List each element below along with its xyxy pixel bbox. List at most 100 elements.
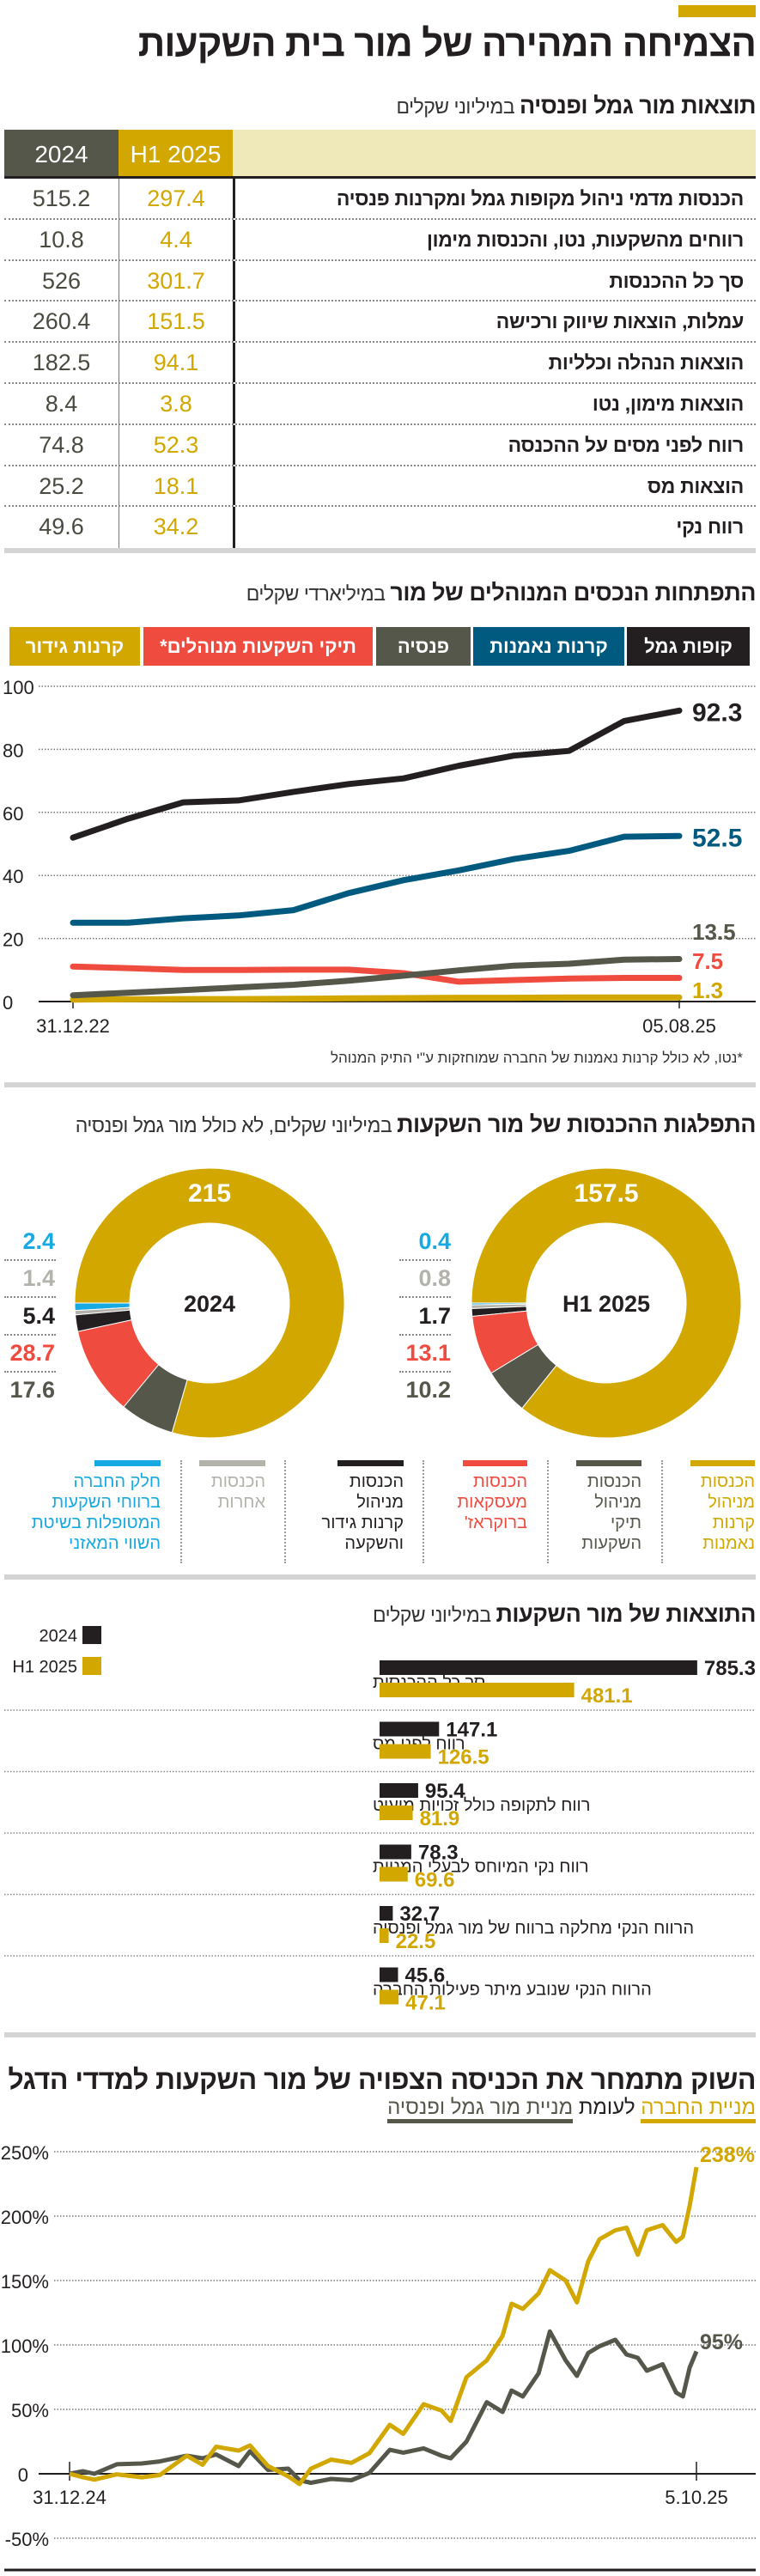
legend-item-5: קרנות גידור	[9, 627, 140, 666]
income-title-text: התפלגות ההכנסות של מור השקעות	[397, 1111, 756, 1137]
table-row: סך כל ההכנסות 301.7 526	[4, 260, 756, 302]
legend-divider	[661, 1460, 663, 1563]
stock-subtitle: מניית החברה לעומת מניית מור גמל ופנסיה	[387, 2096, 756, 2123]
table-row: הכנסות מדמי ניהול מקופות גמל ומקרנות פנס…	[4, 179, 756, 220]
legend-item-4: תיקי השקעות מנוהלים*	[143, 627, 373, 666]
y-tick-label: 250%	[1, 2142, 49, 2164]
y-tick-label: 100	[3, 677, 34, 698]
y-tick-label: 0	[18, 2464, 28, 2486]
row-value-h1-2025: 3.8	[119, 383, 233, 423]
series-line	[69, 2166, 699, 2487]
row-value-2024: 526	[41, 267, 82, 294]
y-tick-label: 150%	[1, 2271, 49, 2293]
legend-divider	[284, 1460, 286, 1563]
row-value-h1-2025: 18.1	[119, 466, 233, 506]
legend-swatch	[82, 1657, 101, 1675]
legend-color-bar	[576, 1460, 641, 1466]
bar	[380, 1844, 411, 1860]
table-row: רווח נקי 34.2 49.6	[4, 507, 756, 549]
donut-side-value: 17.6	[9, 1377, 55, 1403]
stock-legend-vs: לעומת	[578, 2096, 635, 2119]
table-row: הוצאות הנהלה וכלליות 94.1 182.5	[4, 343, 756, 384]
bar	[380, 1783, 418, 1798]
donut-slice	[74, 1167, 345, 1439]
bar	[380, 1928, 389, 1943]
section-divider	[4, 548, 756, 553]
header-accent-bar	[678, 5, 756, 17]
row-value-2024: 515.2	[32, 186, 91, 211]
income-donut-charts: 215 2024 157.5 H1 2025	[74, 1167, 742, 1439]
page-title: הצמיחה המהירה של מור בית השקעות	[137, 22, 757, 64]
table-body: הכנסות מדמי ניהול מקופות גמל ומקרנות פנס…	[4, 179, 756, 549]
legend-color-bar	[337, 1460, 404, 1466]
bar	[380, 1867, 408, 1882]
row-value-2024: 260.4	[32, 308, 91, 335]
bar	[380, 1806, 413, 1820]
row-value-h1-2025: 151.5	[119, 301, 233, 342]
x-tick-label: 31.12.22	[36, 1015, 110, 1037]
legend-text-line: קרנות	[712, 1513, 755, 1532]
legend-item-4: הכנסות מניהול קרנות גידור והשקעה	[287, 1460, 404, 1554]
legend-item-5: הכנסות אחרות	[183, 1460, 265, 1513]
stock-legend-mor-gemel: מניית מור גמל ופנסיה	[387, 2096, 574, 2123]
bar	[380, 1683, 575, 1697]
stock-chart: -50% 0 50% 100% 150% 200% 250% 31.12.24 5.10.25 2…	[1, 2142, 756, 2572]
value-divider	[399, 1259, 451, 1261]
bar-value-label: 81.9	[420, 1807, 460, 1830]
bar-category-label: הרווח הנקי שנובע מיתר פעילות החברה	[373, 1981, 652, 2000]
x-tick-label: 31.12.24	[33, 2487, 106, 2508]
x-tick-label: 05.08.25	[642, 1015, 716, 1037]
income-unit: במיליוני שקלים, לא כולל מור גמל ופנסיה	[75, 1114, 398, 1136]
bar	[380, 1721, 440, 1737]
series-end-label: 1.3	[692, 977, 723, 1003]
legend-divider	[423, 1460, 424, 1563]
row-label: הוצאות הנהלה וכלליות	[233, 343, 756, 382]
table-row: הוצאות מימון, נטו 3.8 8.4	[4, 383, 756, 425]
donut-center-label: H1 2025	[562, 1291, 650, 1317]
bar-value-label: 22.5	[396, 1930, 436, 1953]
bar-value-label: 47.1	[405, 1992, 446, 2015]
assets-footnote: *נטו, לא כולל קרנות נאמנות של החברה שמוח…	[330, 1050, 743, 1066]
value-divider	[4, 1296, 56, 1298]
header-2024: 2024	[4, 130, 119, 176]
bar	[380, 1744, 431, 1759]
legend-divider	[180, 1460, 182, 1563]
table-row: עמלות, הוצאות שיווק ורכישה 151.5 260.4	[4, 301, 756, 344]
legend-color-bar	[463, 1460, 527, 1466]
legend-text-line: הכנסות	[472, 1472, 527, 1491]
row-label: הוצאות מס	[233, 466, 756, 506]
y-tick-label: 20	[3, 929, 23, 951]
results-unit: במיליוני שקלים	[372, 1604, 496, 1626]
donut-center-label: 2024	[184, 1291, 235, 1317]
y-tick-label: 50%	[11, 2400, 49, 2421]
bar	[380, 1906, 393, 1921]
donut-side-value: 2.4	[22, 1228, 55, 1254]
row-label: עמלות, הוצאות שיווק ורכישה	[233, 301, 756, 342]
series-line-4	[70, 963, 683, 985]
series-end-label: 95%	[700, 2330, 743, 2354]
row-value-2024: 8.4	[45, 390, 78, 417]
legend-color-bar	[690, 1460, 755, 1466]
assets-chart: 0 20 40 60 80 100 31.12.22 05.08.25 92.3 52.5 13.5…	[3, 677, 756, 1037]
bar-category-label: רווח לתקופה כולל זכויות מיעוט	[373, 1796, 590, 1815]
legend-text-line: והשקעה	[344, 1534, 404, 1553]
legend-item-2: הכנסות מניהול תיקי השקעות	[550, 1460, 641, 1554]
series-line	[69, 2329, 699, 2485]
row-label: הכנסות מדמי ניהול מקופות גמל ומקרנות פנס…	[233, 179, 756, 218]
bar-value-label: 785.3	[704, 1657, 756, 1680]
row-label: רווחים מהשקעות, נטו, והכנסות מימון	[233, 219, 756, 259]
bar-value-label: 95.4	[425, 1780, 465, 1803]
donut-main-value: 157.5	[574, 1179, 638, 1208]
legend-label: 2024	[40, 1627, 78, 1646]
table-title-text: תוצאות מור גמל ופנסיה	[519, 93, 757, 119]
table-header: H1 2025 2024	[4, 130, 756, 179]
results-chart-title: התוצאות של מור השקעות במיליוני שקלים	[372, 1601, 757, 1628]
row-label: הוצאות מימון, נטו	[233, 383, 756, 423]
legend-text-line: הכנסות	[210, 1472, 265, 1491]
row-label: סך כל ההכנסות	[233, 260, 756, 301]
results-title-text: התוצאות של מור השקעות	[496, 1601, 756, 1627]
legend-text-line: תיקי	[610, 1513, 641, 1532]
table-title: תוצאות מור גמל ופנסיה במיליוני שקלים	[396, 93, 756, 119]
series-line-5	[70, 994, 683, 1003]
